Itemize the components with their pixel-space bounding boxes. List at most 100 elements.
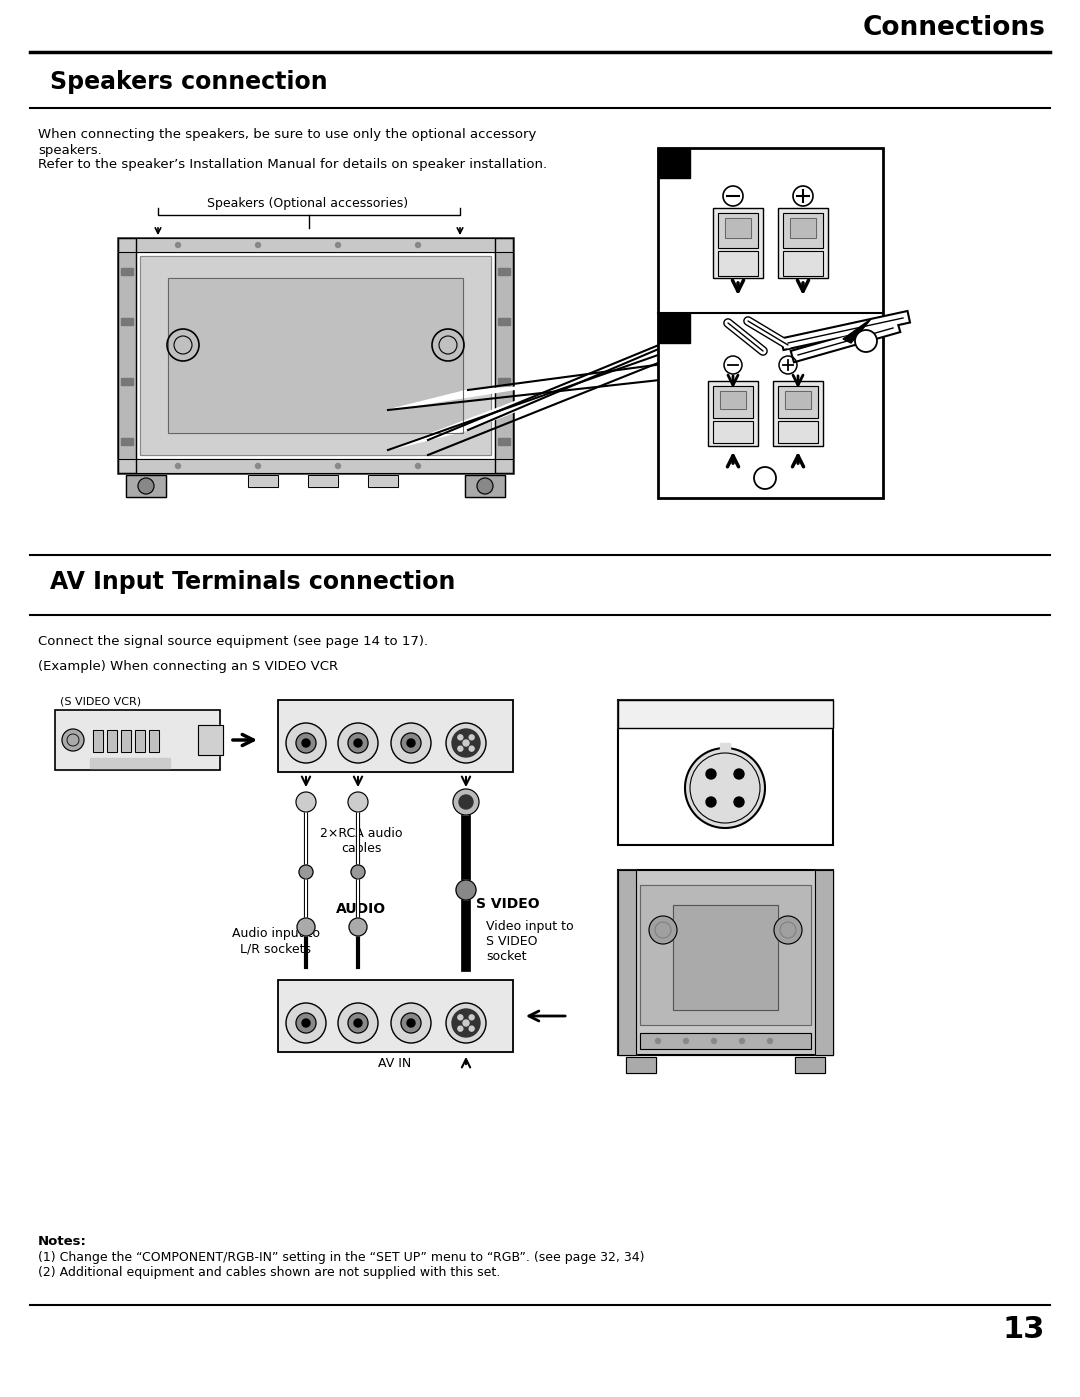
- Bar: [720, 391, 746, 409]
- Bar: [168, 278, 463, 433]
- Circle shape: [354, 739, 362, 747]
- Circle shape: [302, 739, 310, 747]
- Text: S VIDEO: S VIDEO: [476, 897, 540, 911]
- Text: (2) Additional equipment and cables shown are not supplied with this set.: (2) Additional equipment and cables show…: [38, 1266, 500, 1280]
- Bar: [118, 237, 513, 474]
- Bar: [789, 218, 816, 237]
- Text: Audio input to
L/R sockets: Audio input to L/R sockets: [232, 928, 320, 956]
- Bar: [783, 251, 823, 277]
- Bar: [795, 1058, 825, 1073]
- Circle shape: [706, 798, 716, 807]
- Bar: [368, 475, 399, 488]
- Text: When connecting the speakers, be sure to use only the optional accessory: When connecting the speakers, be sure to…: [38, 129, 537, 141]
- Bar: [618, 870, 636, 1055]
- Text: Connections: Connections: [862, 15, 1045, 41]
- Circle shape: [302, 1018, 310, 1027]
- Bar: [465, 475, 505, 497]
- Bar: [725, 218, 751, 237]
- Circle shape: [296, 733, 316, 753]
- Bar: [725, 218, 751, 237]
- Bar: [785, 391, 811, 409]
- Bar: [718, 251, 758, 277]
- Circle shape: [338, 1003, 378, 1044]
- Text: (S VIDEO VCR): (S VIDEO VCR): [60, 697, 141, 707]
- Bar: [673, 905, 778, 1010]
- Text: 1: 1: [862, 334, 869, 346]
- Circle shape: [706, 768, 716, 780]
- Bar: [368, 475, 399, 488]
- Bar: [498, 319, 510, 326]
- Bar: [495, 237, 513, 474]
- Circle shape: [416, 464, 420, 468]
- Circle shape: [256, 243, 260, 247]
- Circle shape: [463, 1020, 469, 1025]
- Bar: [626, 1058, 656, 1073]
- Bar: [789, 218, 816, 237]
- Bar: [773, 381, 823, 446]
- Text: 2: 2: [666, 317, 681, 337]
- Bar: [778, 208, 828, 278]
- Circle shape: [138, 478, 154, 495]
- Circle shape: [348, 792, 368, 812]
- Text: Speakers connection: Speakers connection: [50, 70, 327, 94]
- Circle shape: [256, 464, 260, 468]
- Bar: [795, 1058, 825, 1073]
- Circle shape: [453, 729, 480, 757]
- Circle shape: [754, 467, 777, 489]
- Circle shape: [296, 792, 316, 812]
- Bar: [107, 731, 117, 752]
- Text: AV Input Terminals connection: AV Input Terminals connection: [50, 570, 456, 594]
- Circle shape: [391, 1003, 431, 1044]
- Circle shape: [458, 735, 463, 740]
- Bar: [640, 886, 811, 1025]
- Bar: [495, 237, 513, 474]
- Circle shape: [469, 735, 474, 740]
- Circle shape: [407, 739, 415, 747]
- Bar: [121, 731, 131, 752]
- Circle shape: [338, 724, 378, 763]
- Circle shape: [416, 243, 420, 247]
- Circle shape: [656, 1038, 661, 1044]
- Circle shape: [469, 1014, 474, 1020]
- Bar: [278, 700, 513, 773]
- Circle shape: [299, 865, 313, 879]
- Circle shape: [401, 1013, 421, 1032]
- Bar: [778, 420, 818, 443]
- Bar: [783, 212, 823, 249]
- Bar: [198, 725, 222, 754]
- Circle shape: [734, 798, 744, 807]
- Circle shape: [685, 747, 765, 828]
- Bar: [658, 148, 690, 177]
- Text: speakers.: speakers.: [38, 144, 102, 156]
- Text: Refer to the speaker’s Installation Manual for details on speaker installation.: Refer to the speaker’s Installation Manu…: [38, 158, 548, 170]
- Bar: [618, 870, 636, 1055]
- Circle shape: [458, 1027, 463, 1031]
- Text: 2: 2: [761, 471, 769, 483]
- Bar: [783, 212, 823, 249]
- Bar: [121, 268, 133, 275]
- Bar: [718, 251, 758, 277]
- Text: Video input to
S VIDEO
socket: Video input to S VIDEO socket: [486, 921, 573, 963]
- Bar: [278, 700, 513, 773]
- Bar: [713, 386, 753, 418]
- Text: Notes:: Notes:: [38, 1235, 86, 1248]
- Bar: [640, 1032, 811, 1049]
- Bar: [618, 700, 833, 845]
- Text: S Video
OUT: S Video OUT: [453, 707, 480, 719]
- Bar: [618, 870, 833, 1055]
- Text: AV IN: AV IN: [378, 1058, 411, 1070]
- Text: S VIDEO: S VIDEO: [451, 1002, 481, 1009]
- Bar: [708, 381, 758, 446]
- Circle shape: [458, 746, 463, 752]
- Bar: [118, 460, 513, 474]
- Bar: [126, 475, 166, 497]
- Bar: [90, 759, 170, 768]
- Bar: [149, 731, 159, 752]
- Circle shape: [336, 243, 340, 247]
- Bar: [248, 475, 278, 488]
- Bar: [121, 439, 133, 446]
- Text: AUDIO: AUDIO: [336, 902, 387, 916]
- Circle shape: [349, 918, 367, 936]
- Bar: [778, 386, 818, 418]
- Text: (1) Change the “COMPONENT/RGB-IN” setting in the “SET UP” menu to “RGB”. (see pa: (1) Change the “COMPONENT/RGB-IN” settin…: [38, 1250, 645, 1264]
